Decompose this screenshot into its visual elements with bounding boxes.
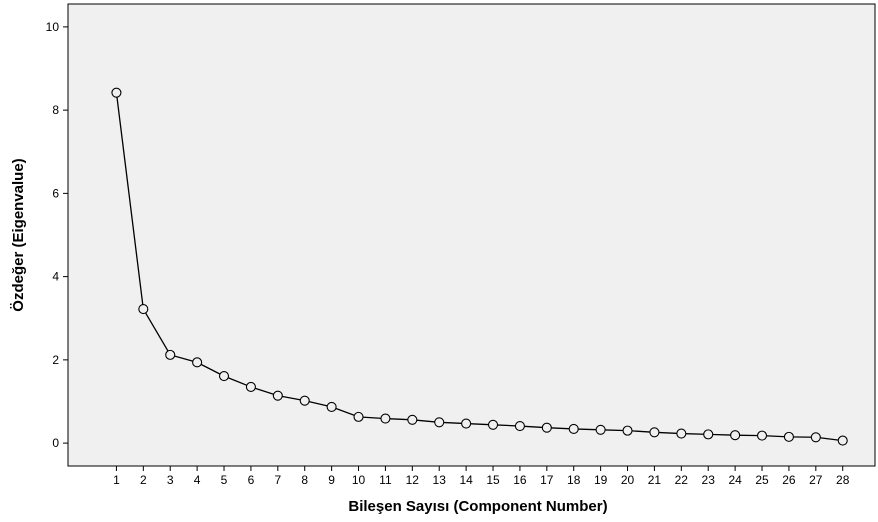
y-axis-title: Özdeğer (Eigenvalue) (10, 158, 27, 311)
data-point (514, 420, 525, 432)
data-point (380, 413, 391, 424)
data-point (783, 431, 794, 442)
x-tick-label: 17 (540, 473, 554, 487)
x-tick-label: 16 (513, 473, 527, 487)
data-point (353, 411, 364, 422)
data-point (676, 428, 687, 439)
data-point (810, 432, 821, 443)
y-axis-ticks: 0 2 4 6 8 10 (46, 20, 68, 450)
data-point (756, 430, 768, 441)
data-point (407, 414, 418, 425)
y-tick-label: 4 (52, 270, 59, 284)
x-tick-label: 11 (379, 473, 392, 487)
eigenvalue-series-line (115, 92, 843, 442)
x-tick-label: 15 (486, 473, 500, 487)
data-point (138, 304, 149, 315)
data-point (192, 357, 203, 368)
x-tick-label: 20 (621, 473, 635, 487)
x-tick-label: 13 (433, 473, 447, 487)
x-tick-label: 4 (194, 473, 201, 487)
x-tick-label: 24 (728, 473, 742, 487)
data-point (218, 371, 230, 382)
x-tick-label: 21 (648, 473, 662, 487)
x-tick-label: 23 (702, 473, 716, 487)
data-point (649, 427, 660, 438)
y-tick-label: 0 (52, 436, 59, 450)
data-point (326, 401, 337, 412)
x-tick-label: 26 (782, 473, 796, 487)
data-point (461, 418, 472, 429)
x-tick-label: 5 (221, 473, 228, 487)
data-point (299, 395, 310, 406)
x-tick-label: 3 (167, 473, 174, 487)
data-point (434, 417, 445, 428)
data-point (730, 430, 741, 441)
data-point (568, 423, 579, 435)
eigenvalue-points (111, 87, 848, 446)
x-tick-label: 27 (809, 473, 823, 487)
x-tick-label: 10 (352, 473, 366, 487)
x-tick-label: 19 (594, 473, 608, 487)
y-tick-label: 2 (52, 353, 59, 367)
x-tick-label: 2 (140, 473, 147, 487)
x-tick-label: 22 (675, 473, 689, 487)
data-point (595, 424, 606, 435)
data-point (837, 435, 848, 446)
y-tick-label: 10 (46, 20, 60, 34)
x-tick-label: 28 (836, 473, 850, 487)
x-tick-label: 14 (459, 473, 473, 487)
data-point (541, 422, 552, 433)
x-tick-label: 18 (567, 473, 581, 487)
x-axis-ticks: 1 2 3 4 5 6 7 8 9 10 11 12 13 14 15 16 17 18 19 20 21 22 23 24 2… (113, 466, 850, 487)
data-point (622, 425, 633, 436)
y-tick-label: 8 (52, 103, 59, 117)
data-point (272, 390, 283, 401)
data-point (111, 87, 122, 98)
x-tick-label: 8 (301, 473, 308, 487)
x-tick-label: 12 (406, 473, 420, 487)
x-tick-label: 1 (113, 473, 120, 487)
x-axis-title: Bileşen Sayısı (Component Number) (348, 498, 607, 515)
x-tick-label: 6 (248, 473, 255, 487)
data-point (165, 349, 176, 360)
plot-area (67, 3, 876, 467)
data-point (487, 419, 499, 430)
data-point (245, 381, 256, 392)
x-tick-label: 7 (274, 473, 281, 487)
x-tick-label: 25 (755, 473, 769, 487)
x-tick-label: 9 (328, 473, 335, 487)
data-point (703, 429, 714, 440)
y-tick-label: 6 (52, 186, 59, 200)
